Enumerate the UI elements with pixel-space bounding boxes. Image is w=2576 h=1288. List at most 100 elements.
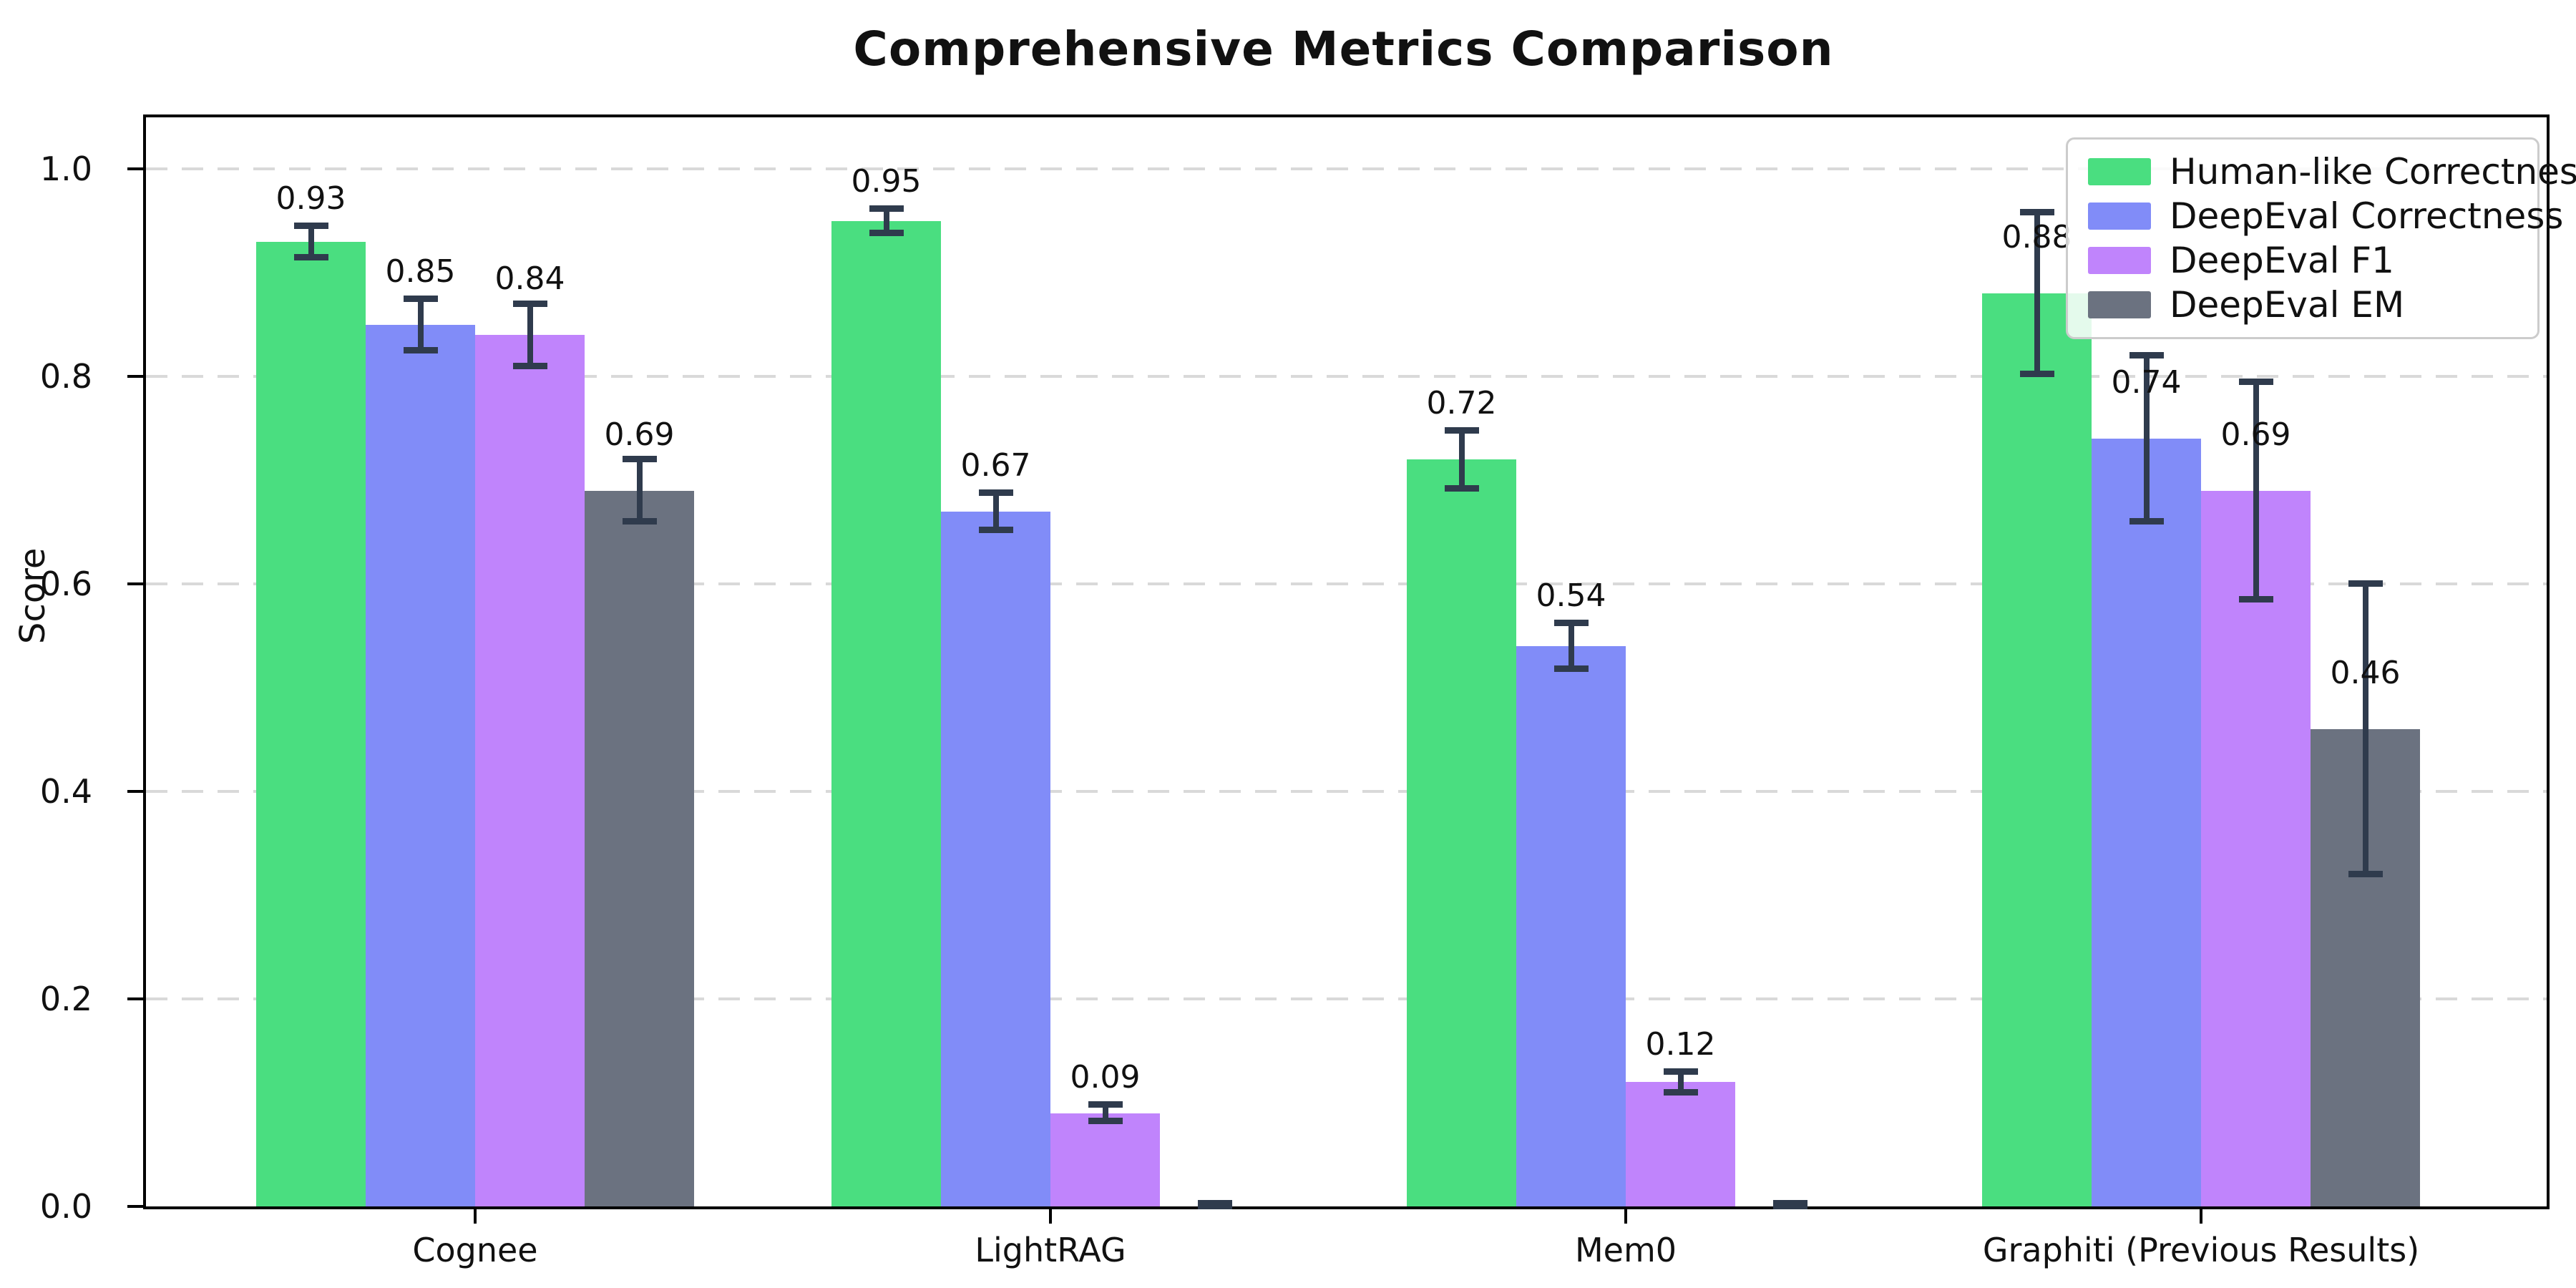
y-tick-label: 0.2 [39,980,92,1019]
y-tick-mark [127,375,146,379]
y-tick-label: 1.0 [39,150,92,189]
error-bar-cap [293,253,328,260]
bar-deepeval-f1-mem0 [1626,1082,1735,1206]
y-tick-mark [127,1205,146,1208]
error-bar-cap [869,230,904,237]
bar-value-label: 0.72 [1426,385,1497,422]
error-bar [883,208,889,234]
x-tick-label-lightrag: LightRAG [975,1231,1126,1269]
x-tick-label-graphiti-previous-results-: Graphiti (Previous Results) [1982,1231,2420,1269]
legend-label: DeepEval F1 [2170,240,2394,281]
x-tick-label-cognee: Cognee [412,1231,538,1269]
error-bar-cap [512,362,547,369]
y-tick-mark [127,167,146,171]
error-bar-cap [2019,209,2054,216]
y-tick-label: 0.0 [39,1187,92,1226]
legend-swatch [2088,158,2151,185]
bar-deepeval-correctness-cognee [366,324,475,1206]
plot-area: 0.0 0.2 0.4 0.6 0.8 1.0 0.93 0.95 0.72 0.88 0.85 0.… [40,114,2550,1269]
legend-item-deepeval-f1: DeepEval F1 [2088,238,2517,283]
error-bar-cap [1088,1101,1123,1108]
error-bar-cap [293,223,328,230]
error-bar [636,459,643,522]
bar-value-label: 0.09 [1070,1058,1141,1096]
error-bar [2362,584,2368,875]
legend-swatch [2088,247,2151,274]
gridline-y-0.2 [146,997,2547,1001]
x-tick-mark [1624,1206,1627,1224]
legend-item-deepeval-correctness: DeepEval Correctness [2088,194,2563,238]
bar-human-like-correctness-lightrag [831,220,941,1206]
x-tick-mark [2200,1206,2202,1224]
error-bar-cap [1444,426,1479,434]
legend-label: Human-like Correctness [2170,151,2576,192]
error-bar-cap [1553,620,1589,627]
bar-value-label: 0.69 [2220,416,2291,453]
legend-swatch [2088,203,2151,230]
error-bar-cap [403,295,438,302]
error-bar-cap [512,300,547,307]
error-bar [1677,1071,1684,1093]
legend-swatch [2088,291,2151,318]
error-bar [1568,623,1574,670]
error-bar-cap [869,205,904,212]
y-tick-mark [127,582,146,586]
bar-value-label: 0.88 [2001,219,2072,256]
chart-title: Comprehensive Metrics Comparison [853,21,1834,77]
bar-value-label: 0.93 [275,180,346,218]
error-bar [527,303,533,366]
error-bar-cap [2129,352,2164,359]
bar-value-label: 0.67 [960,447,1031,484]
error-bar [417,298,424,351]
error-bar [2143,356,2150,522]
error-bar-cap [1197,1203,1232,1209]
error-bar-cap [2019,371,2054,378]
error-bar-cap [2129,518,2164,525]
y-tick-label: 0.4 [39,772,92,811]
error-bar-cap [2238,596,2273,603]
gridline-y-1.0 [146,167,2547,171]
x-tick-mark [1049,1206,1052,1224]
bar-value-label: 0.84 [494,260,565,298]
error-bar-cap [1663,1068,1698,1075]
error-bar-cap [978,526,1013,533]
legend-label: DeepEval EM [2170,284,2405,326]
y-tick-label: 0.6 [39,565,92,604]
bar-deepeval-correctness-lightrag [941,511,1050,1206]
x-tick-mark [474,1206,477,1224]
error-bar-cap [1553,665,1589,673]
bar-deepeval-f1-cognee [475,335,585,1206]
bar-human-like-correctness-graphiti-previous-results- [1982,293,2092,1206]
x-tick-label-mem0: Mem0 [1574,1231,1677,1269]
y-tick-mark [127,790,146,794]
error-bar-cap [622,456,657,463]
error-bar [308,226,314,258]
error-bar [992,492,999,530]
error-bar-cap [403,347,438,354]
gridline-y-0.6 [146,582,2547,586]
gridline-y-0.4 [146,790,2547,794]
bar-human-like-correctness-cognee [256,241,366,1206]
bar-deepeval-correctness-graphiti-previous-results- [2092,439,2201,1206]
bar-human-like-correctness-mem0 [1407,459,1516,1206]
legend: Human-like Correctness DeepEval Correctne… [2066,137,2576,339]
legend-label: DeepEval Correctness [2170,195,2564,237]
legend-item-deepeval-em: DeepEval EM [2088,283,2517,327]
error-bar [1102,1104,1108,1122]
bar-deepeval-f1-graphiti-previous-results- [2201,490,2311,1206]
error-bar-cap [978,489,1013,496]
bar-value-label: 0.54 [1536,577,1606,615]
bar-deepeval-em-cognee [585,490,694,1206]
bar-value-label: 0.46 [2330,655,2401,692]
y-tick-label: 0.8 [39,357,92,396]
error-bar [1458,430,1465,489]
bar-value-label: 0.95 [851,162,922,200]
bar-value-label: 0.69 [604,416,675,453]
gridline-y-0.8 [146,375,2547,379]
error-bar-cap [1444,484,1479,492]
error-bar-cap [622,518,657,525]
error-bar [2253,381,2259,600]
error-bar-cap [2238,378,2273,385]
error-bar-cap [2348,871,2383,878]
